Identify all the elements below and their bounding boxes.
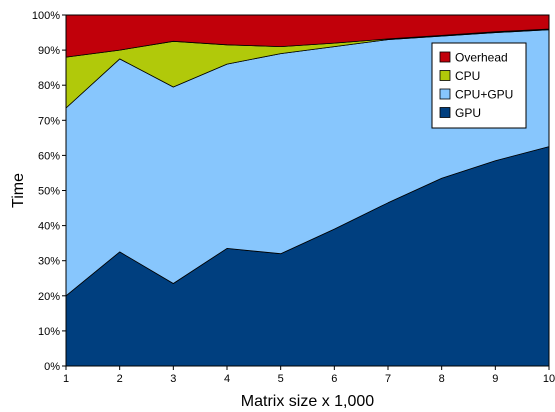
y-tick-label: 30% [38, 256, 60, 268]
y-axis-title: Time [10, 173, 27, 208]
legend-swatch-cpu-gpu [439, 88, 451, 100]
x-tick-label: 9 [492, 373, 498, 385]
y-tick-label: 100% [32, 10, 60, 22]
x-tick-label: 5 [278, 373, 284, 385]
x-tick-label: 1 [63, 373, 69, 385]
x-axis-ticks: 1 2 3 4 5 6 7 8 9 10 [63, 366, 555, 385]
y-tick-label: 40% [38, 221, 60, 233]
x-tick-label: 4 [224, 373, 230, 385]
plot-areas [65, 14, 550, 367]
y-tick-label: 90% [38, 45, 60, 57]
y-tick-label: 20% [38, 291, 60, 303]
legend-label-overhead: Overhead [455, 51, 508, 65]
x-tick-label: 8 [439, 373, 445, 385]
legend-label-gpu: GPU [455, 106, 481, 120]
y-tick-label: 10% [38, 326, 60, 338]
x-tick-label: 3 [170, 373, 176, 385]
legend-swatch-cpu [439, 70, 451, 81]
y-tick-label: 50% [38, 186, 60, 198]
legend: Overhead CPU CPU+GPU GPU [431, 42, 527, 129]
y-tick-label: 60% [38, 150, 60, 162]
legend-label-cpu-gpu: CPU+GPU [455, 88, 513, 102]
y-tick-label: 70% [38, 115, 60, 127]
legend-label-cpu: CPU [455, 69, 480, 83]
x-tick-label: 10 [543, 373, 555, 385]
x-tick-label: 6 [331, 373, 337, 385]
x-tick-label: 7 [385, 373, 391, 385]
y-axis-ticks: 0% 10% 20% 30% 40% 50% 60% 70% 80% 90% 100% [32, 10, 66, 373]
y-tick-label: 0% [44, 361, 60, 373]
legend-swatch-overhead [439, 51, 451, 63]
y-tick-label: 80% [38, 80, 60, 92]
legend-swatch-gpu [439, 107, 451, 118]
x-axis-title: Matrix size x 1,000 [241, 393, 374, 410]
x-tick-label: 2 [117, 373, 123, 385]
